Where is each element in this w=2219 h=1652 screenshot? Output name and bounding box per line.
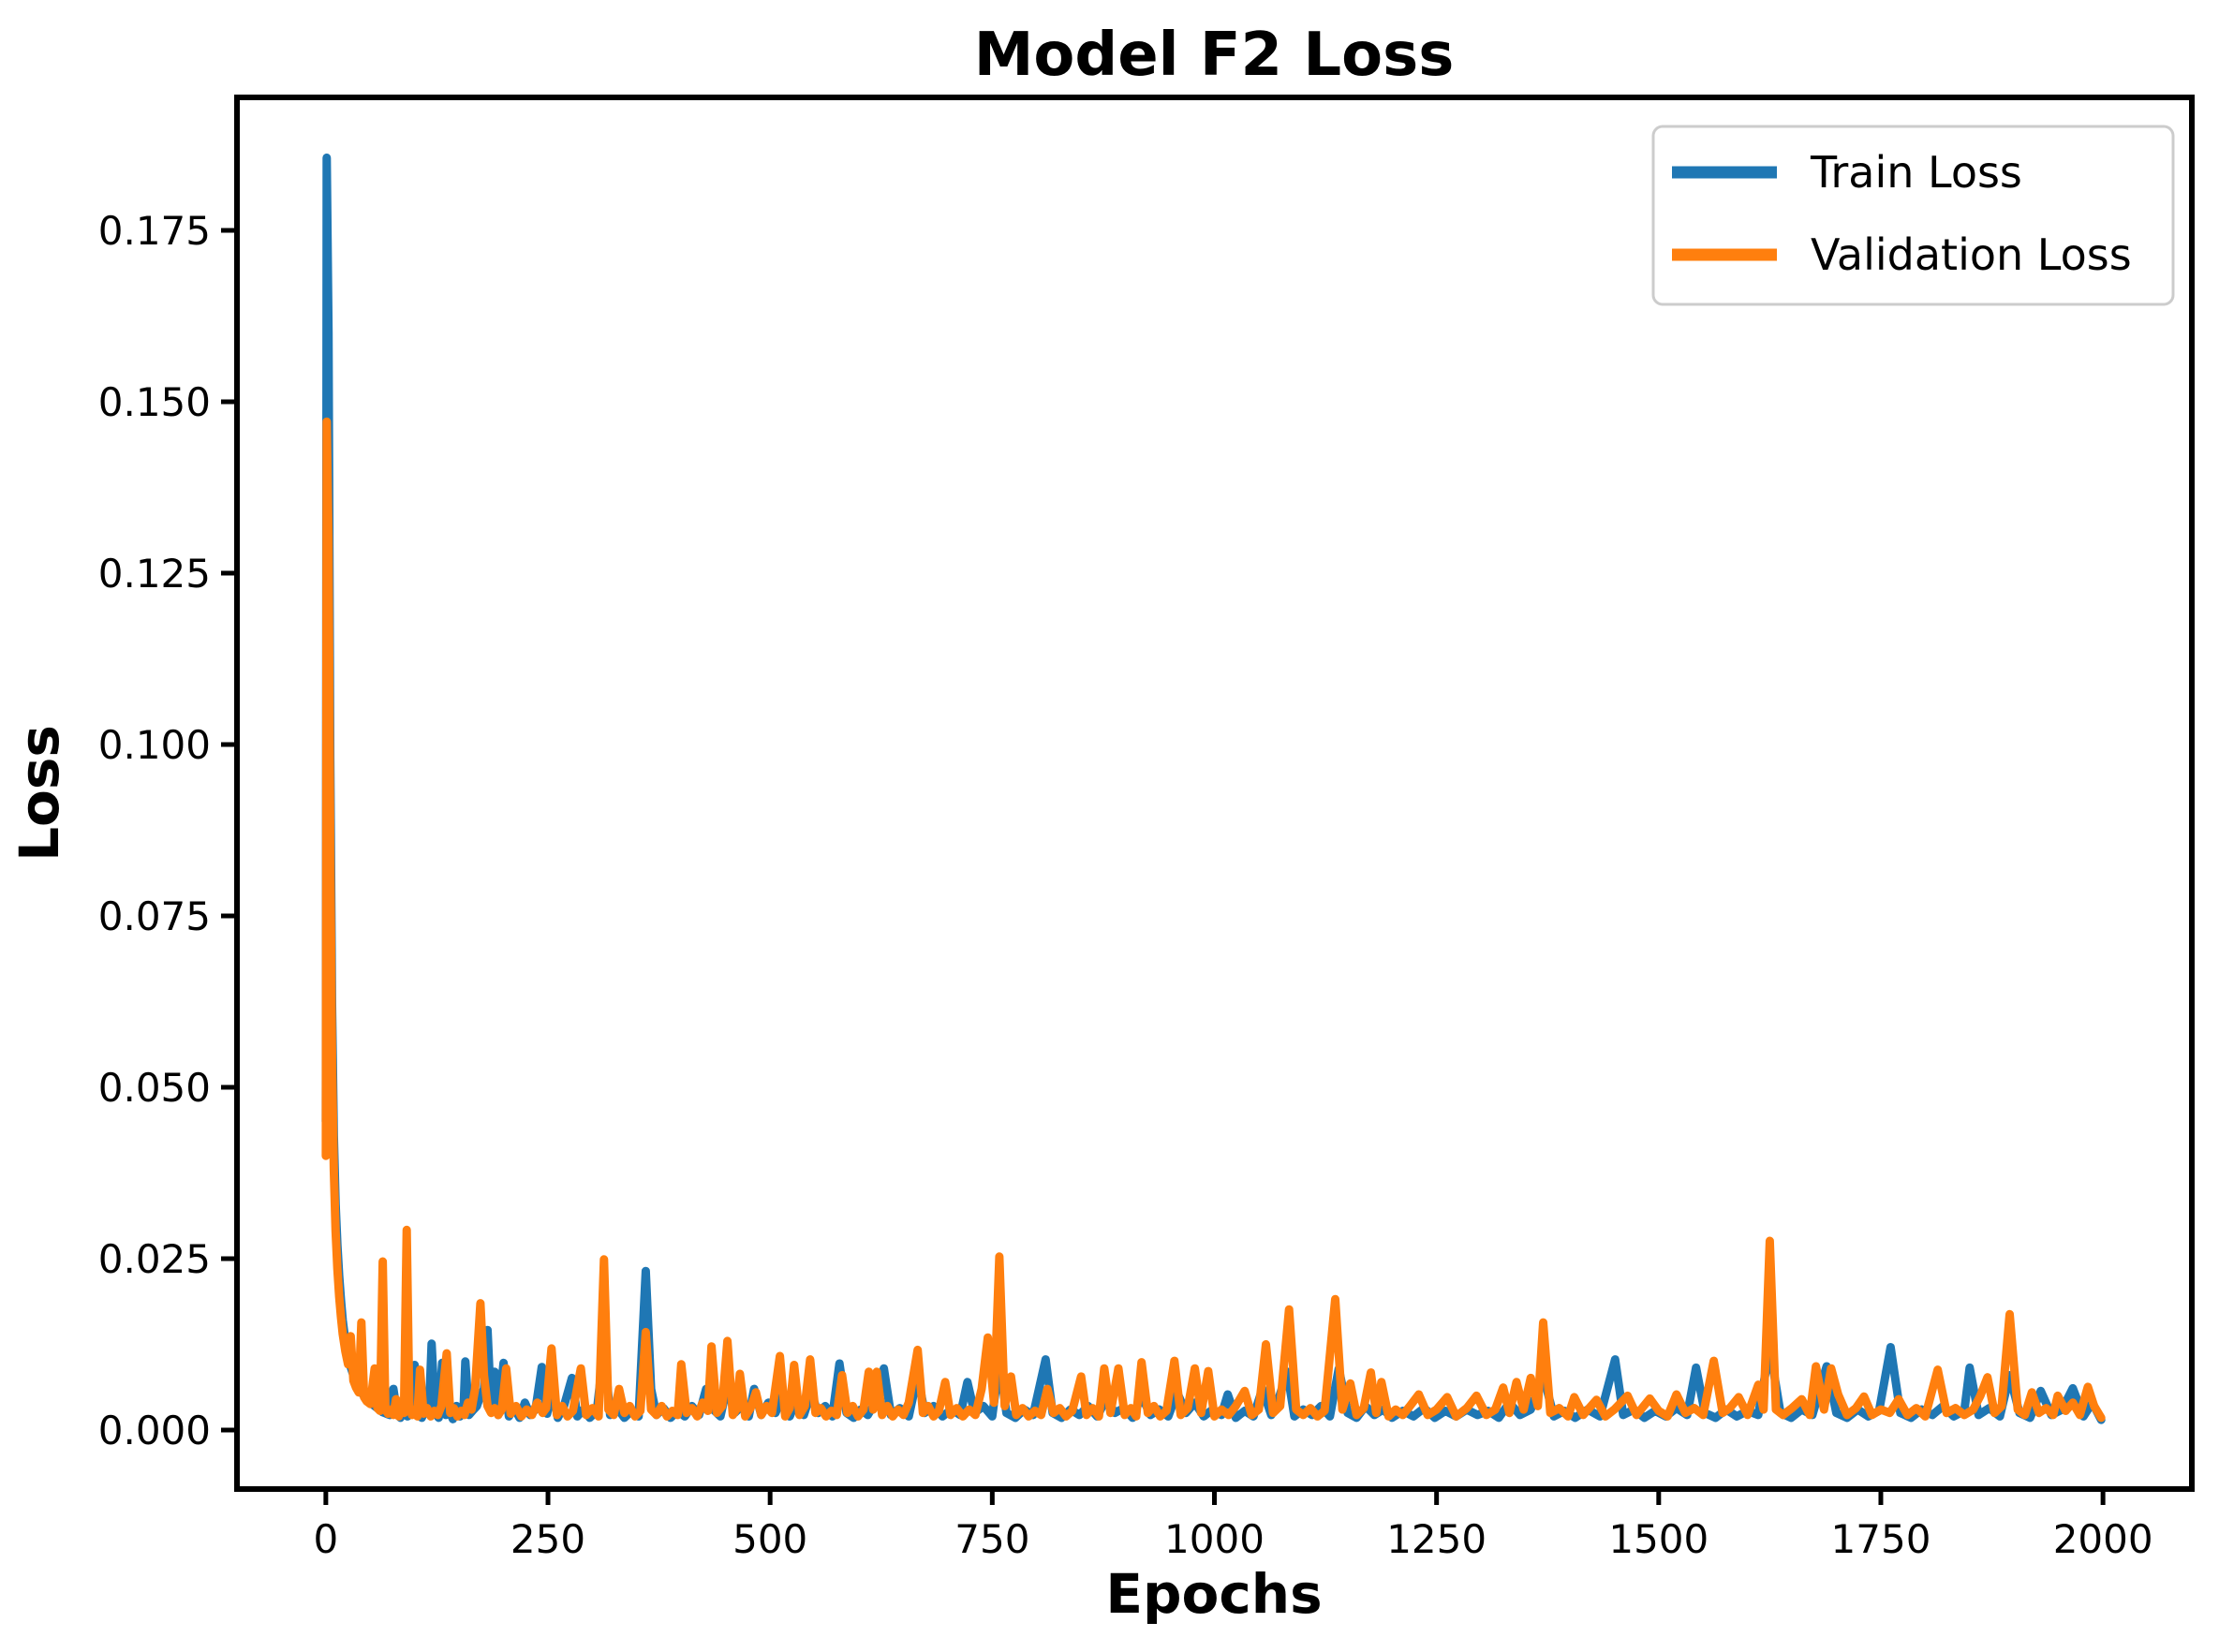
y-axis-ticks: 0.000 0.025 0.050 0.075 0.100 0.125 0.150 0.175 bbox=[98, 208, 237, 1453]
legend-label-validation-loss: Validation Loss bbox=[1811, 229, 2132, 280]
y-tick-label: 0.025 bbox=[98, 1236, 211, 1282]
legend-item-validation-loss: Validation Loss bbox=[1672, 229, 2132, 280]
x-axis-ticks: 0 250 500 750 1000 1250 1500 1750 2000 bbox=[313, 1489, 2153, 1562]
y-tick-label: 0.125 bbox=[98, 551, 211, 597]
x-tick-label: 1750 bbox=[1831, 1516, 1931, 1562]
x-tick-label: 1250 bbox=[1386, 1516, 1487, 1562]
y-tick-label: 0.150 bbox=[98, 379, 211, 425]
x-tick-label: 750 bbox=[954, 1516, 1029, 1562]
series-lines bbox=[321, 153, 2106, 1424]
y-tick-label: 0.050 bbox=[98, 1065, 211, 1111]
validation-loss-line bbox=[321, 417, 2106, 1423]
train-loss-line bbox=[321, 153, 2106, 1424]
plot-area bbox=[234, 95, 2195, 1492]
chart-title: Model F2 Loss bbox=[974, 21, 1455, 90]
x-tick-label: 1500 bbox=[1608, 1516, 1709, 1562]
x-tick-label: 250 bbox=[510, 1516, 585, 1562]
y-tick-label: 0.000 bbox=[98, 1408, 211, 1453]
legend-item-train-loss: Train Loss bbox=[1672, 147, 2022, 198]
y-tick-label: 0.175 bbox=[98, 208, 211, 254]
x-axis-label: Epochs bbox=[1105, 1562, 1322, 1626]
x-tick-label: 2000 bbox=[2053, 1516, 2153, 1562]
x-tick-label: 500 bbox=[732, 1516, 807, 1562]
legend: Train Loss Validation Loss bbox=[1651, 125, 2175, 306]
legend-box bbox=[1651, 125, 2175, 306]
x-tick-label: 1000 bbox=[1164, 1516, 1265, 1562]
legend-label-train-loss: Train Loss bbox=[1810, 147, 2022, 198]
y-axis-label: Loss bbox=[7, 725, 71, 862]
x-tick-label: 0 bbox=[313, 1516, 338, 1562]
y-tick-label: 0.100 bbox=[98, 722, 211, 768]
y-tick-label: 0.075 bbox=[98, 893, 211, 939]
